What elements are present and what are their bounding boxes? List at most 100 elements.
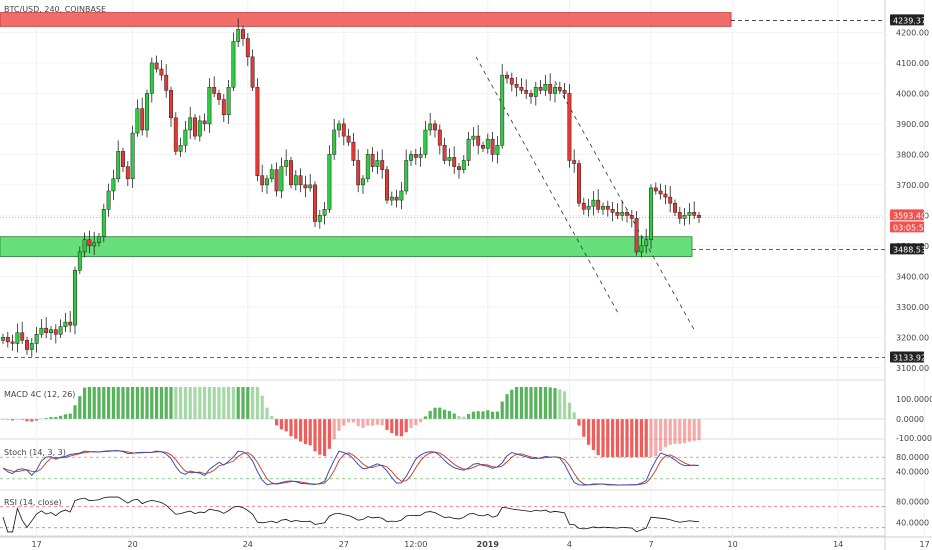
macd-bar <box>500 401 504 419</box>
macd-bar <box>433 407 437 419</box>
candle-body <box>293 175 298 186</box>
time-tick-label: 20 <box>128 540 138 549</box>
macd-bar <box>97 387 101 419</box>
macd-bar <box>356 419 360 427</box>
candle-body <box>385 169 389 201</box>
macd-bar <box>596 419 600 456</box>
macd-bar <box>553 388 557 419</box>
support-level-tag-bg <box>890 243 924 255</box>
macd-bar <box>663 419 667 448</box>
candle-body <box>202 120 207 125</box>
candle-body <box>212 87 217 94</box>
candle-body <box>653 187 658 192</box>
trendlines[interactable] <box>475 56 696 332</box>
time-tick-label: 27 <box>339 540 349 549</box>
macd-bar <box>390 419 394 433</box>
macd-bar <box>361 419 365 428</box>
candle-body <box>389 196 394 201</box>
macd-bar <box>332 419 336 440</box>
candle-body <box>298 175 303 186</box>
macd-bar <box>150 387 154 419</box>
candle-body <box>409 154 413 161</box>
macd-bar <box>198 387 202 419</box>
candle-body <box>68 321 73 326</box>
macd-bar <box>183 387 187 419</box>
macd-bar <box>404 419 408 433</box>
countdown-tag-bg <box>890 221 924 233</box>
macd-bar <box>491 411 495 419</box>
macd-bar <box>510 389 514 419</box>
candle-body <box>601 205 605 210</box>
macd-bar <box>371 419 375 426</box>
macd-bar <box>409 419 413 429</box>
candle-body <box>663 193 668 198</box>
macd-bar <box>73 405 77 419</box>
macd-bar <box>380 419 384 426</box>
macd-bar <box>567 402 571 419</box>
price-tick-label: 4000.00 <box>896 89 929 98</box>
macd-bar <box>299 419 303 442</box>
candle-body <box>418 154 423 158</box>
countdown-tag: 03:05:52 <box>893 223 929 232</box>
macd-bar <box>678 419 682 444</box>
candle-body <box>620 212 625 216</box>
macd-bar <box>462 416 466 419</box>
candle-body <box>466 138 471 161</box>
candle-body <box>207 87 212 125</box>
candle-body <box>169 90 173 119</box>
macd-bar <box>68 413 72 419</box>
indicator-tick-label: 80.0000 <box>896 497 929 506</box>
macd-bar <box>323 419 327 457</box>
candle-body <box>519 87 524 91</box>
macd-bar <box>30 419 34 422</box>
macd-bar <box>635 419 639 457</box>
candle-body <box>130 132 135 180</box>
macd-bar <box>6 419 10 420</box>
macd-bar <box>558 389 562 419</box>
candle-body <box>106 190 111 210</box>
macd-bar <box>692 419 696 441</box>
indicator-tick-label: 40.0000 <box>896 518 929 527</box>
candle-body <box>380 160 385 170</box>
candle-body <box>423 129 428 155</box>
candle-body <box>481 144 485 149</box>
macd-bar <box>102 387 106 419</box>
candle-body <box>485 138 490 149</box>
candle-body <box>164 74 169 91</box>
candle-body <box>557 87 562 91</box>
candle-body <box>34 334 39 344</box>
time-tick-label: 17 <box>920 540 930 549</box>
macd-bar <box>486 410 490 419</box>
candle-body <box>447 157 452 161</box>
macd-bar <box>188 387 192 419</box>
macd-bar <box>255 387 259 419</box>
candle-body <box>39 327 44 335</box>
candle-body <box>178 144 183 152</box>
candle-body <box>591 199 596 207</box>
candle-body <box>394 196 399 201</box>
candle-body <box>245 38 250 58</box>
macd-bar <box>447 411 451 419</box>
macd-bar <box>207 387 211 419</box>
candle-body <box>370 154 375 167</box>
macd-bar <box>471 411 475 419</box>
macd-bar <box>649 419 653 457</box>
macd-bar <box>59 415 63 419</box>
macd-bar <box>318 419 322 455</box>
channel-trendline[interactable] <box>475 56 619 314</box>
candles <box>1 18 701 357</box>
low-level-tag-bg <box>890 351 924 363</box>
macd-bar <box>654 419 658 456</box>
macd-bar <box>260 395 264 419</box>
candle-body <box>562 90 567 94</box>
indicator-tick-label: 0.0000 <box>896 415 924 424</box>
macd-bar <box>327 419 331 449</box>
candle-body <box>639 245 644 253</box>
axes: 4200.00 4100.00 4000.00 3900.00 3800.00 3700.… <box>32 14 932 549</box>
rsi-line <box>0 496 885 533</box>
macd-bar <box>481 411 485 419</box>
candle-body <box>337 123 341 131</box>
candle-body <box>1 337 5 341</box>
macd-bar <box>308 419 312 446</box>
